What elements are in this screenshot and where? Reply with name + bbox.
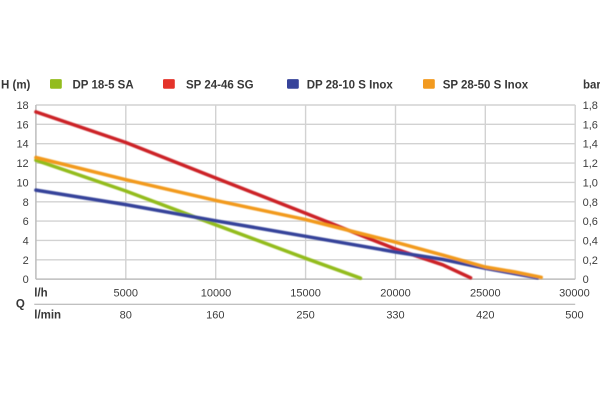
svg-text:20000: 20000 bbox=[380, 288, 411, 300]
svg-text:DP 18-5 SA: DP 18-5 SA bbox=[73, 80, 134, 92]
svg-text:SP 24-46 SG: SP 24-46 SG bbox=[186, 80, 254, 92]
svg-text:0,8: 0,8 bbox=[583, 197, 598, 209]
svg-text:30000: 30000 bbox=[559, 288, 590, 300]
svg-text:10000: 10000 bbox=[201, 288, 232, 300]
svg-text:18: 18 bbox=[16, 100, 28, 112]
svg-text:4: 4 bbox=[23, 235, 29, 247]
svg-text:DP 28-10 S Inox: DP 28-10 S Inox bbox=[307, 80, 394, 92]
svg-text:25000: 25000 bbox=[470, 288, 501, 300]
svg-text:12: 12 bbox=[16, 158, 28, 170]
svg-text:330: 330 bbox=[386, 309, 404, 321]
svg-text:0: 0 bbox=[23, 274, 29, 286]
svg-text:80: 80 bbox=[120, 309, 132, 321]
svg-text:15000: 15000 bbox=[290, 288, 321, 300]
svg-text:420: 420 bbox=[476, 309, 494, 321]
svg-text:1,6: 1,6 bbox=[583, 119, 598, 131]
svg-text:6: 6 bbox=[23, 216, 29, 228]
svg-text:0,6: 0,6 bbox=[583, 216, 598, 228]
svg-text:14: 14 bbox=[16, 139, 28, 151]
svg-text:H (m): H (m) bbox=[1, 80, 31, 92]
svg-text:10: 10 bbox=[16, 177, 28, 189]
svg-text:0,2: 0,2 bbox=[583, 255, 598, 267]
svg-text:1,2: 1,2 bbox=[583, 158, 598, 170]
svg-text:500: 500 bbox=[565, 309, 583, 321]
svg-text:0: 0 bbox=[583, 274, 589, 286]
svg-text:250: 250 bbox=[296, 309, 314, 321]
svg-text:l/min: l/min bbox=[34, 309, 61, 321]
svg-text:160: 160 bbox=[206, 309, 224, 321]
svg-text:Q: Q bbox=[16, 299, 25, 311]
svg-text:l/h: l/h bbox=[34, 288, 47, 300]
svg-text:1,4: 1,4 bbox=[583, 139, 598, 151]
svg-text:8: 8 bbox=[23, 197, 29, 209]
svg-text:1,8: 1,8 bbox=[583, 100, 598, 112]
svg-text:bar: bar bbox=[583, 80, 600, 92]
svg-text:16: 16 bbox=[16, 119, 28, 131]
svg-text:2: 2 bbox=[23, 255, 29, 267]
svg-text:0,4: 0,4 bbox=[583, 235, 598, 247]
svg-text:1,0: 1,0 bbox=[583, 177, 598, 189]
svg-text:5000: 5000 bbox=[114, 288, 138, 300]
svg-text:SP 28-50 S Inox: SP 28-50 S Inox bbox=[443, 80, 529, 92]
